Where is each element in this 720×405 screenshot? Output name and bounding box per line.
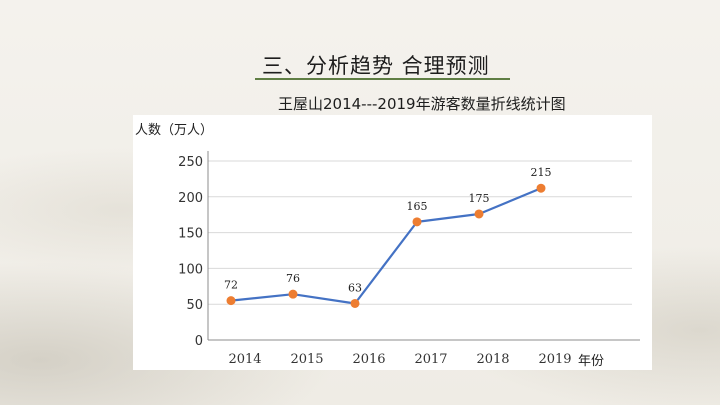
y-tick-label: 50 [186, 298, 203, 313]
data-label: 215 [531, 166, 552, 179]
y-tick-label: 250 [178, 155, 203, 170]
x-tick-label: 2018 [476, 352, 509, 367]
data-label: 63 [348, 281, 362, 294]
x-tick-label: 2016 [352, 352, 385, 367]
chart-panel [133, 115, 652, 370]
y-tick-label: 0 [195, 334, 203, 349]
x-tick-label: 2019 [538, 352, 571, 367]
y-tick-label: 100 [178, 262, 203, 277]
x-tick-label: 2015 [290, 352, 323, 367]
series-line [230, 187, 542, 305]
data-point [288, 289, 298, 299]
chart-title: 王屋山2014---2019年游客数量折线统计图 [278, 95, 566, 113]
data-label: 72 [224, 279, 238, 292]
data-point [226, 296, 236, 306]
y-tick-label: 150 [178, 227, 203, 242]
x-tick-label: 2017 [414, 352, 447, 367]
slide-heading: 三、分析趋势 合理预测 [262, 54, 490, 78]
data-point [474, 209, 484, 219]
data-point [412, 217, 422, 227]
data-label: 165 [407, 200, 428, 213]
x-tick-label: 2014 [228, 352, 261, 367]
data-label: 175 [469, 192, 490, 205]
data-point [350, 298, 360, 308]
y-axis-label: 人数（万人） [135, 123, 214, 138]
heading-underline [255, 78, 510, 80]
data-label: 76 [286, 272, 300, 285]
y-tick-label: 200 [178, 191, 203, 206]
x-axis-label: 年份 [578, 354, 605, 369]
data-point [536, 183, 546, 193]
